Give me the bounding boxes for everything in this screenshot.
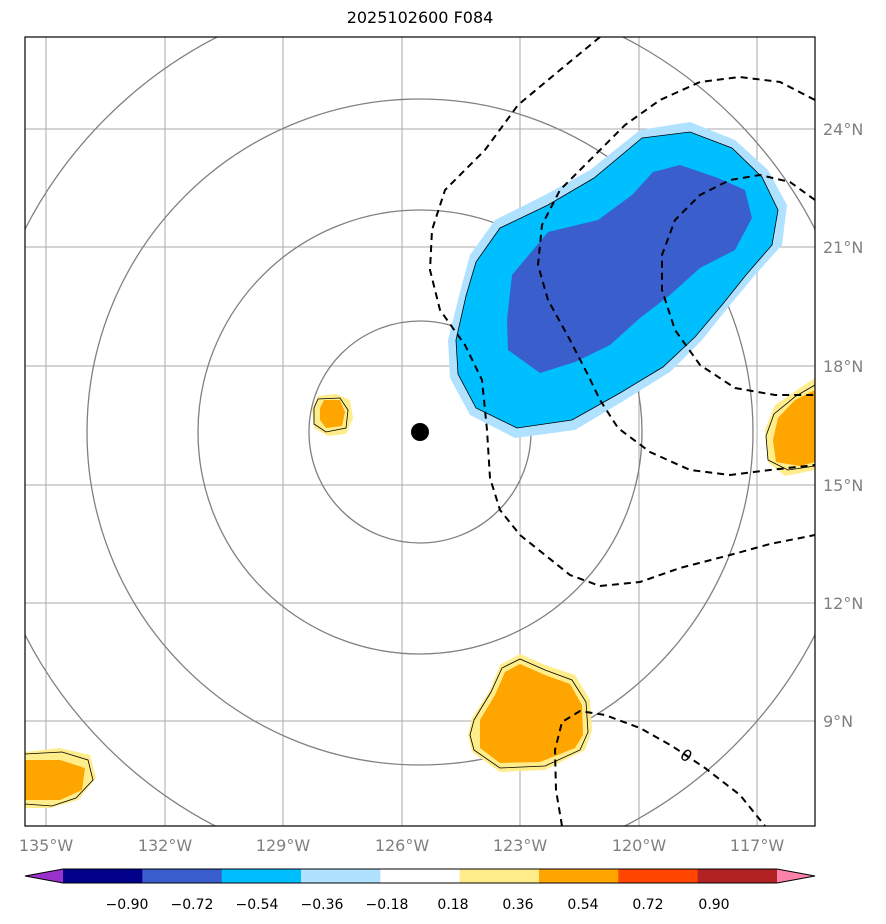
range-ring-4: [25, 37, 815, 826]
zero-contour-main: [428, 37, 815, 588]
colorbar-tick: 0.72: [632, 897, 663, 913]
lat-label: 21°N: [823, 238, 863, 257]
colorbar-outline: [24, 868, 816, 884]
map-plot-area: 0: [25, 37, 815, 826]
lat-label: 12°N: [823, 594, 863, 613]
lat-label: 24°N: [823, 120, 863, 139]
colorbar-tick-labels: −0.90 −0.72 −0.54 −0.36 −0.18 0.18 0.36 …: [106, 897, 730, 913]
colorbar-extend-low: [25, 869, 63, 883]
colorbar-tick: −0.54: [236, 897, 279, 913]
lon-label: 132°W: [138, 836, 193, 855]
positive-anomaly-southwest: [25, 748, 96, 808]
range-ring-2: [197, 209, 643, 655]
map-frame: [24, 36, 816, 827]
colorbar-tick: −0.18: [366, 897, 409, 913]
positive-anomaly-east: [765, 378, 815, 476]
range-ring-3: [86, 98, 754, 766]
zero-contour-south: [553, 709, 766, 826]
colorbar-segment: [380, 869, 461, 883]
negative-contour-line: [455, 131, 779, 429]
contour-label: 0: [677, 745, 696, 766]
orange-fill: [773, 390, 815, 466]
colorbar-segment: [63, 869, 143, 883]
graticule: [25, 37, 815, 826]
lat-label: 18°N: [823, 357, 863, 376]
colorbar-extend-high: [777, 869, 815, 883]
orange-fill: [320, 400, 345, 428]
colorbar-tick: 0.54: [567, 897, 598, 913]
colorbar-segment: [459, 869, 540, 883]
lon-label: 129°W: [256, 836, 311, 855]
colorbar-segment: [618, 869, 699, 883]
colorbar-tick: 0.90: [698, 897, 729, 913]
positive-anomaly-south: [468, 654, 592, 772]
colorbar-tick: 0.36: [502, 897, 533, 913]
lon-label: 123°W: [493, 836, 548, 855]
lon-label: 135°W: [19, 836, 74, 855]
map-title: 2025102600 F084: [346, 8, 494, 27]
lon-label: 117°W: [730, 836, 785, 855]
orange-fill: [25, 760, 85, 800]
colorbar: [24, 868, 816, 884]
colorbar-tick: 0.18: [437, 897, 468, 913]
latitude-labels: 24°N 21°N 18°N 15°N 12°N 9°N: [823, 120, 863, 731]
zero-contour-inner: [661, 173, 815, 396]
range-rings: [25, 37, 815, 826]
colorbar-segment: [539, 869, 619, 883]
positive-contour-line: [469, 658, 589, 769]
colorbar-segment: [221, 869, 302, 883]
positive-anomaly-small: [312, 394, 353, 436]
zero-contours: [428, 37, 815, 826]
longitude-labels: 135°W 132°W 129°W 126°W 123°W 120°W 117°…: [19, 836, 785, 855]
negative-anomaly-region: [448, 122, 787, 438]
colorbar-tick: −0.72: [171, 897, 214, 913]
colorbar-tick: −0.90: [106, 897, 149, 913]
lon-label: 126°W: [375, 836, 430, 855]
dark-blue-fill: [507, 165, 752, 373]
lon-label: 120°W: [612, 836, 667, 855]
storm-center-marker: [411, 423, 429, 441]
colorbar-segment: [697, 869, 778, 883]
lat-label: 9°N: [823, 712, 853, 731]
positive-contour-line: [25, 751, 94, 807]
colorbar-segment: [142, 869, 223, 883]
positive-contour-line: [313, 397, 349, 433]
colorbar-segment: [301, 869, 381, 883]
lat-label: 15°N: [823, 476, 863, 495]
zero-contour-east: [536, 75, 815, 477]
colorbar-tick: −0.36: [301, 897, 344, 913]
